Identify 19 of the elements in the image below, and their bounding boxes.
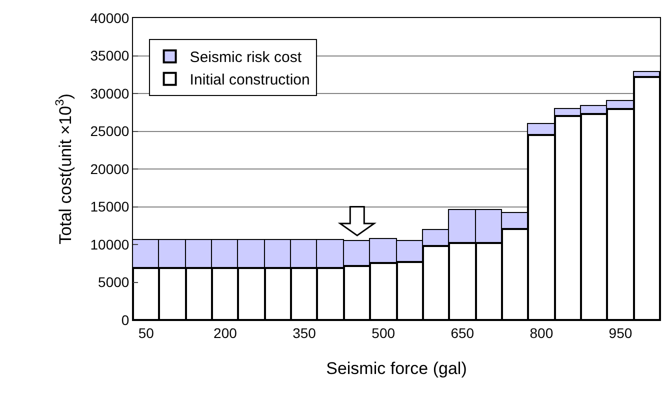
y-tick-label: 40000 — [90, 10, 130, 26]
y-tick-label: 20000 — [90, 160, 130, 177]
x-tick-label: 500 — [372, 324, 396, 341]
x-tick-label: 50 — [138, 324, 154, 341]
y-tick-label: 15000 — [90, 198, 130, 215]
x-axis-title: Seismic force (gal) — [326, 359, 467, 378]
x-tick-label: 350 — [292, 324, 316, 341]
y-tick-label: 30000 — [90, 85, 130, 102]
y-tick-label: 0 — [121, 312, 130, 328]
y-tick-label: 25000 — [90, 123, 130, 140]
y-tick-label: 5000 — [98, 274, 130, 290]
x-tick-label: 200 — [214, 324, 238, 341]
x-tick-label: 650 — [450, 324, 474, 341]
legend-label: Initial construction — [190, 72, 310, 89]
y-tick-label: 35000 — [90, 48, 130, 64]
x-tick-label: 950 — [608, 324, 632, 341]
y-tick-label: 10000 — [90, 236, 130, 252]
legend-label: Seismic risk cost — [190, 49, 302, 66]
x-tick-label: 800 — [530, 324, 554, 341]
